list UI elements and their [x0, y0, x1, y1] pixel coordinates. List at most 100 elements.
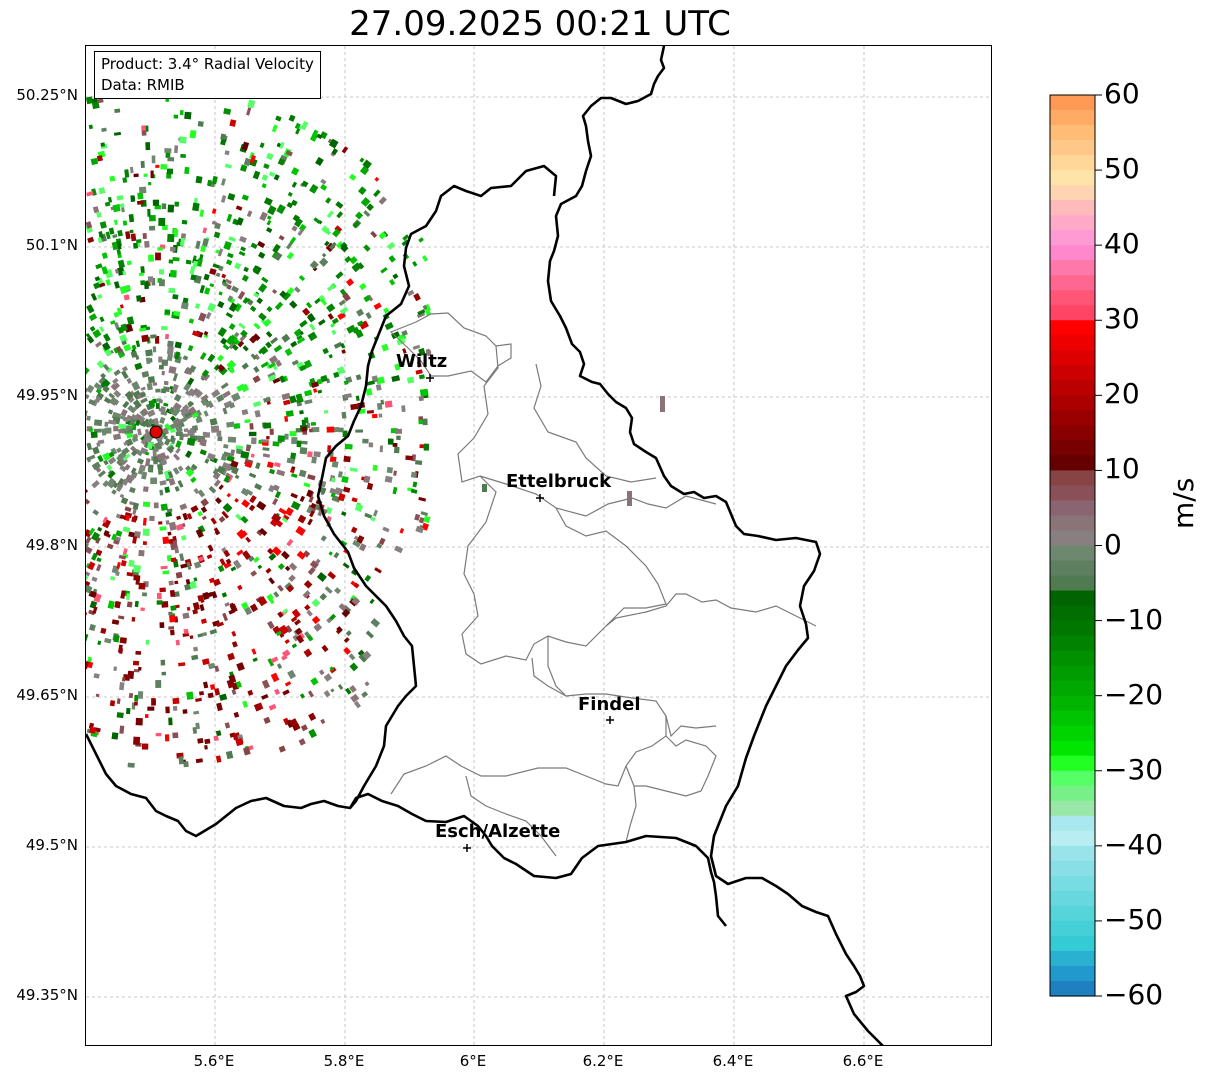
- radar-echo-cell: [249, 154, 256, 164]
- radar-echo-cell: [133, 242, 139, 249]
- radar-echo-cell: [274, 688, 281, 695]
- radar-echo-cell: [266, 461, 274, 469]
- radar-echo-cell: [286, 241, 294, 250]
- radar-echo-cell: [401, 405, 406, 413]
- radar-echo-cell: [309, 260, 319, 270]
- radar-echo-cell: [231, 630, 237, 637]
- radar-echo-cell: [284, 433, 289, 440]
- radar-echo-cell: [318, 669, 325, 676]
- radar-echo-cell: [121, 366, 129, 372]
- radar-echo-cell: [266, 436, 270, 440]
- radar-echo-cell: [113, 131, 122, 136]
- radar-echo-cell: [119, 304, 124, 309]
- radar-echo-cell: [142, 486, 149, 493]
- radar-echo-cell: [344, 443, 353, 450]
- marker-esch-alzette: [463, 844, 471, 852]
- radar-echo-cell: [237, 290, 246, 300]
- lat-tick-label: 49.35°N: [16, 986, 78, 1004]
- radar-echo-cell: [170, 557, 177, 563]
- radar-echo-cell: [290, 492, 298, 499]
- radar-echo-cell: [165, 520, 170, 525]
- radar-echo-cell: [200, 394, 209, 402]
- radar-echo-cell: [414, 513, 421, 521]
- radar-echo-cell: [211, 591, 218, 599]
- colorbar-band: [1050, 980, 1095, 997]
- radar-echo-cell: [93, 673, 100, 679]
- canton-boundary: [479, 475, 717, 517]
- colorbar-band: [1050, 320, 1095, 336]
- radar-echo-cell: [192, 727, 198, 734]
- colorbar-band: [1050, 260, 1095, 276]
- radar-echo-cell: [159, 279, 165, 287]
- radar-echo-cell: [289, 300, 298, 309]
- radar-echo-cell: [359, 157, 365, 163]
- radar-echo-cell: [313, 623, 323, 632]
- radar-echo-cell: [389, 278, 396, 286]
- radar-site-marker[interactable]: [149, 425, 163, 439]
- colorbar-band: [1050, 860, 1095, 877]
- colorbar-tick-label: −10: [1104, 602, 1164, 636]
- radar-echo-cell: [193, 197, 198, 205]
- radar-echo-cell: [307, 518, 313, 526]
- radar-echo-cell: [240, 246, 246, 252]
- radar-echo-cell: [171, 383, 179, 393]
- radar-echo-cell: [113, 347, 120, 354]
- radar-echo-cell: [121, 478, 129, 486]
- colorbar-band: [1050, 365, 1095, 381]
- radar-echo-cell: [95, 537, 101, 544]
- radar-echo-cell: [326, 303, 336, 313]
- radar-echo-cell: [225, 558, 232, 565]
- radar-echo-cell: [201, 439, 207, 447]
- radar-echo-cell: [199, 254, 204, 260]
- radar-echo-cell: [165, 511, 173, 517]
- border-luxembourg-germany: [546, 46, 884, 1045]
- radar-echo-cell: [169, 422, 177, 430]
- radar-echo-cell: [252, 375, 261, 384]
- colorbar-band: [1050, 470, 1095, 487]
- radar-echo-cell: [113, 425, 119, 432]
- lat-tick-label: 49.5°N: [25, 836, 78, 854]
- radar-echo-cell: [248, 555, 255, 562]
- radar-echo-cell: [135, 419, 141, 426]
- radar-echo-cell: [240, 164, 248, 172]
- radar-echo-cell: [87, 454, 96, 461]
- map-panel[interactable]: [85, 45, 992, 1046]
- radar-echo-cell: [191, 463, 198, 470]
- colorbar-band: [1050, 545, 1095, 562]
- map-canvas[interactable]: [86, 46, 992, 1046]
- radar-echo-cell: [253, 366, 260, 373]
- radar-echo-cell: [116, 249, 122, 255]
- radar-echo-cell: [186, 513, 193, 520]
- radar-echo-cell: [98, 230, 104, 239]
- radar-echo-cell: [179, 503, 188, 511]
- colorbar-band: [1050, 725, 1095, 742]
- radar-echo-cell: [218, 291, 223, 296]
- radar-echo-cell: [155, 403, 160, 409]
- radar-echo-cell: [265, 341, 272, 349]
- radar-echo-cell: [195, 528, 204, 538]
- radar-echo-cell: [161, 326, 168, 331]
- radar-echo-cell: [140, 280, 146, 286]
- radar-echo-cell: [92, 509, 100, 516]
- radar-echo-cell: [181, 219, 188, 225]
- radar-echo-cell: [345, 630, 352, 637]
- radar-echo-cell: [158, 521, 163, 525]
- radar-echo-cell: [327, 284, 335, 292]
- colorbar-band: [1050, 920, 1095, 937]
- radar-echo-cell: [189, 266, 196, 275]
- radar-echo-cell: [331, 460, 339, 468]
- radar-echo-cell: [88, 527, 96, 536]
- radar-echo-cell: [94, 341, 103, 348]
- radar-echo-cell: [357, 320, 364, 327]
- radar-echo-cell: [138, 272, 144, 277]
- radar-echo-cell: [392, 486, 398, 495]
- radar-echo-cell: [212, 471, 221, 480]
- radar-echo-cell: [96, 442, 101, 447]
- radar-echo-cell: [290, 473, 298, 478]
- radar-echo-cell: [99, 221, 107, 229]
- radar-echo-cell: [101, 379, 111, 388]
- radar-echo-cell: [140, 607, 145, 611]
- radar-echo-cell: [293, 328, 303, 337]
- radar-echo-cell: [90, 157, 99, 166]
- radar-echo-cell: [183, 628, 189, 635]
